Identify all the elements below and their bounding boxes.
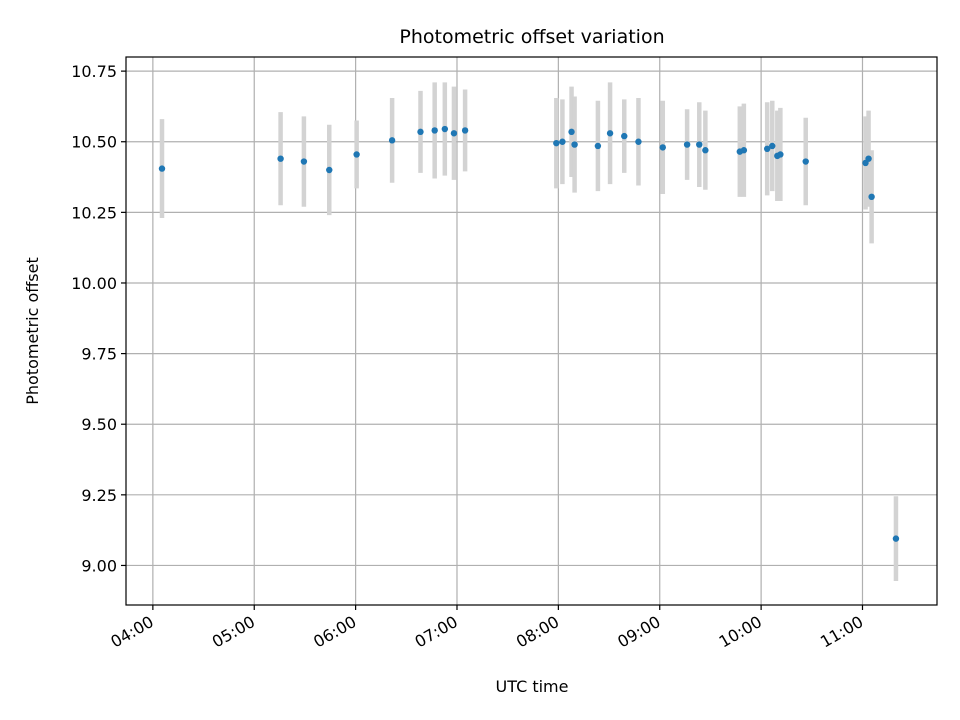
- data-point: [388, 137, 396, 144]
- data-point: [740, 147, 748, 154]
- data-point: [769, 142, 776, 150]
- y-axis-ticks: 9.00 9.25 9.50 9.75 10.00 10.25 10.50 10.75: [71, 62, 126, 575]
- data-point: [594, 142, 602, 150]
- plot-area: [126, 57, 937, 605]
- y-tick-label: 9.25: [81, 486, 117, 505]
- data-point: [417, 128, 424, 136]
- data-point: [431, 127, 438, 134]
- y-tick-label: 9.75: [81, 345, 117, 364]
- data-point: [659, 144, 666, 151]
- y-tick-label: 10.75: [71, 62, 117, 81]
- y-tick-label: 10.00: [71, 274, 117, 293]
- y-tick-label: 10.50: [71, 133, 117, 152]
- data-point: [763, 145, 771, 153]
- data-point: [568, 128, 575, 136]
- data-point: [865, 155, 872, 162]
- data-point: [606, 130, 614, 137]
- data-point: [868, 193, 875, 201]
- data-point: [450, 130, 458, 137]
- data-point: [777, 151, 784, 158]
- x-axis-label: UTC time: [496, 677, 569, 696]
- data-point: [621, 132, 628, 140]
- data-point: [559, 138, 566, 145]
- data-point: [441, 125, 449, 133]
- plot-frame: [125, 56, 938, 606]
- data-point: [696, 141, 703, 148]
- data-point: [553, 139, 560, 147]
- chart-title: Photometric offset variation: [399, 26, 664, 48]
- data-point: [702, 147, 709, 154]
- data-point: [802, 158, 809, 165]
- data-points: [158, 125, 900, 542]
- data-point: [300, 158, 308, 165]
- data-point: [892, 535, 900, 542]
- y-tick-label: 10.25: [71, 203, 117, 222]
- data-point: [353, 151, 360, 158]
- data-point: [461, 127, 469, 134]
- data-point: [683, 141, 691, 148]
- y-axis-label: Photometric offset: [23, 257, 42, 405]
- data-point: [635, 138, 642, 145]
- data-point: [326, 166, 333, 174]
- data-point: [158, 165, 166, 172]
- data-point: [277, 155, 284, 162]
- y-tick-label: 9.00: [81, 556, 117, 575]
- y-tick-label: 9.50: [81, 415, 117, 434]
- data-point: [571, 141, 578, 148]
